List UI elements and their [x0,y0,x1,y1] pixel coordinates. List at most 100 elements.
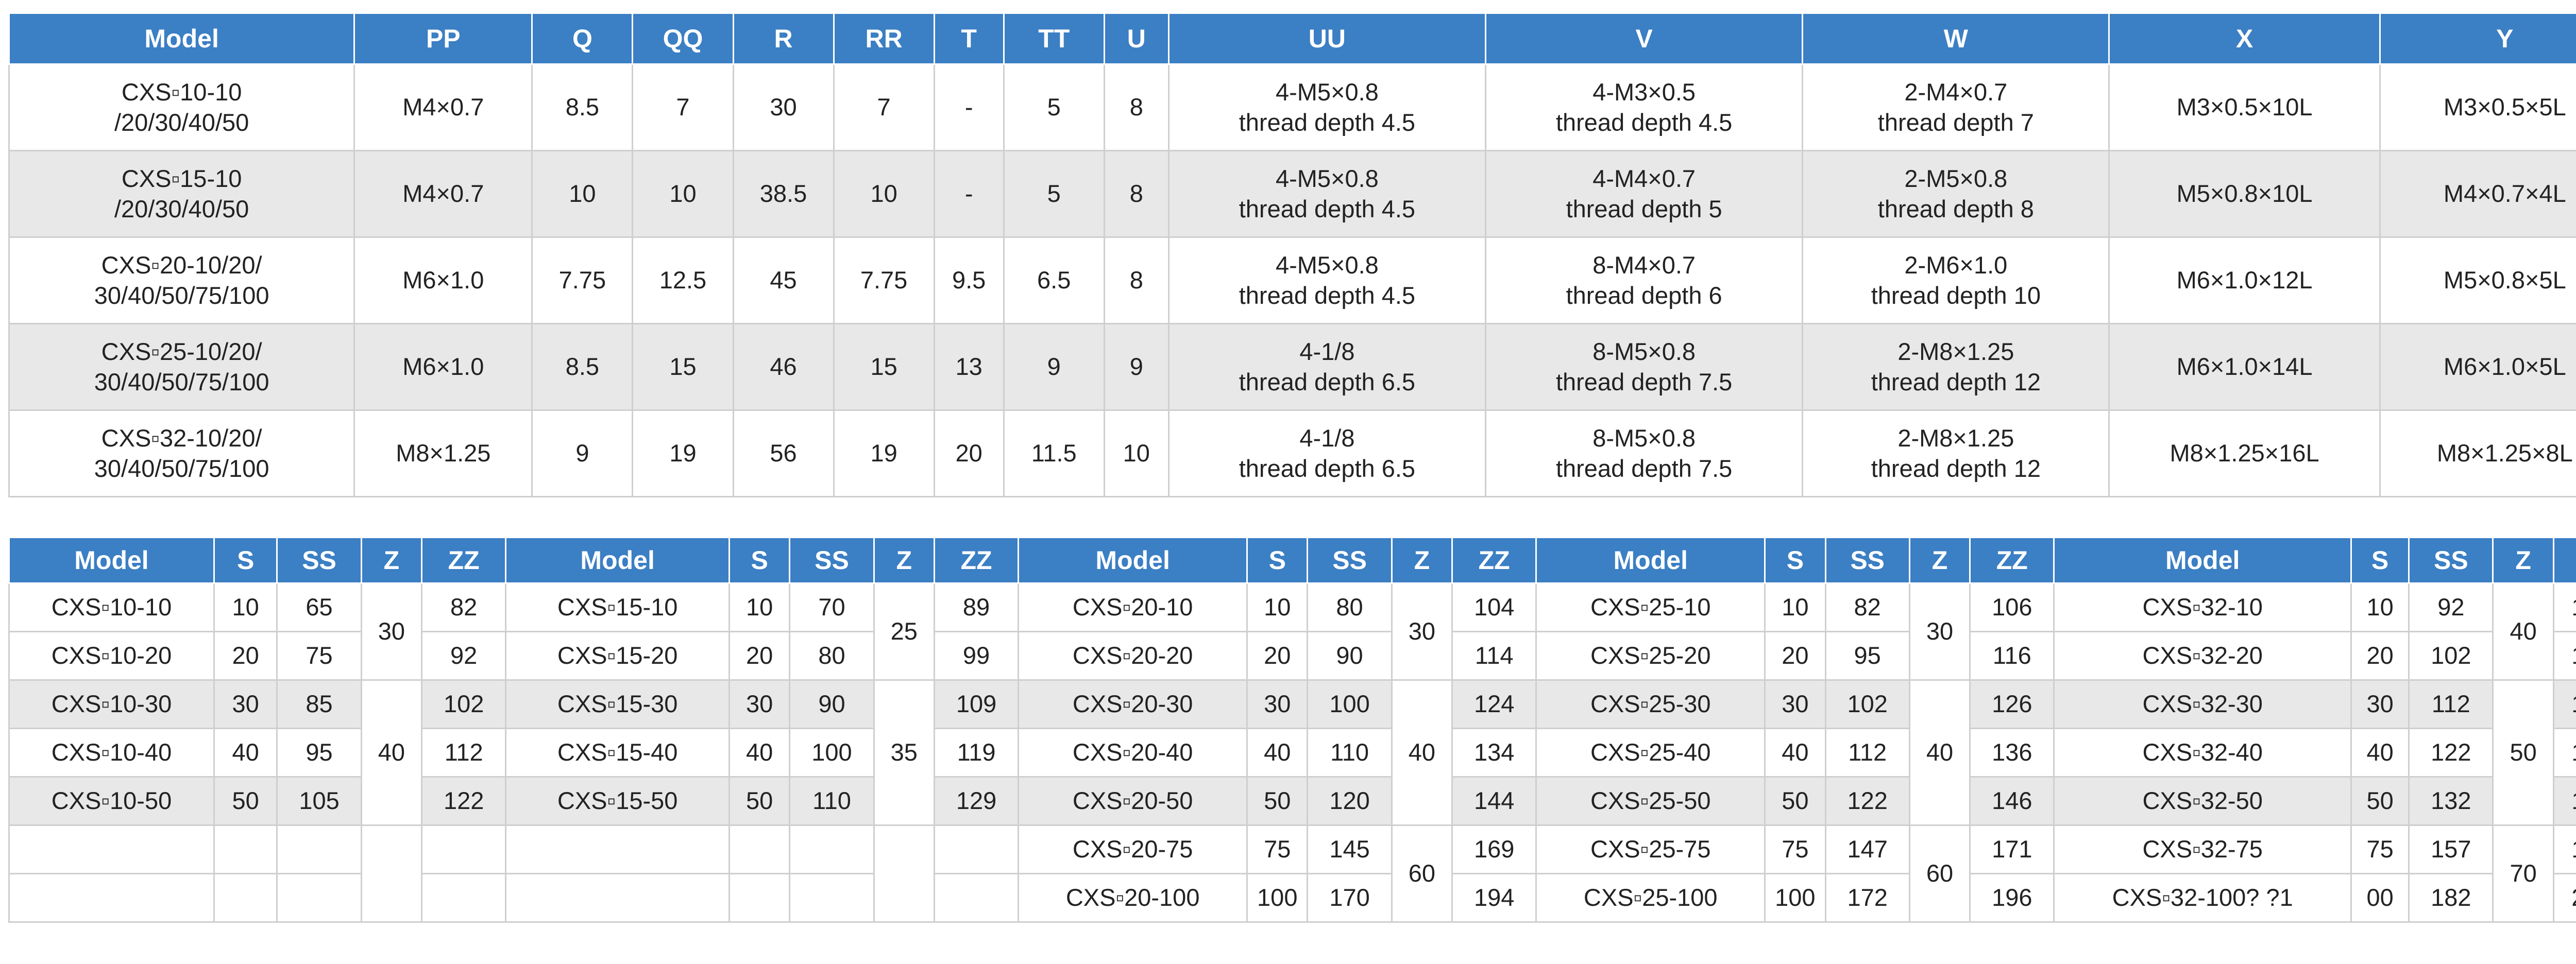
zz-cell: 187 [2552,824,2576,874]
uu-cell: 4-M5×0.8 thread depth 4.5 [1167,236,1487,324]
u-cell: 8 [1103,63,1170,151]
zz-cell: 152 [2552,728,2576,778]
model-cell: CXS▫32-10/20/30/40/50/75/100 [8,409,355,497]
ss-cell: 182 [2408,873,2494,923]
qq-cell: 7 [632,63,734,151]
r-cell: 56 [732,409,835,497]
y-cell: M6×1.0×5L [2379,323,2576,411]
tt-cell: 6.5 [1003,236,1105,324]
col-header-model: Model [8,537,215,584]
uu-cell: 4-M5×0.8 thread depth 4.5 [1167,150,1487,238]
model-cell: CXS▫15-40 [505,728,730,778]
zz-cell: 171 [1969,824,2055,874]
ss-cell: 147 [1824,824,1910,874]
s-cell [728,873,791,923]
zz-cell: 82 [421,582,507,632]
table-row: CXS▫15-10/20/30/40/50 M4×0.7 10 10 38.5 … [8,150,2576,238]
col-header-ss: SS [2408,537,2494,584]
ss-cell: 172 [1824,873,1910,923]
model-line: CXS▫32-10/20/ [101,424,262,452]
zz-cell: 104 [1451,582,1537,632]
ss-cell: 95 [1824,631,1910,681]
table-row: CXS▫32-10/20/30/40/50/75/100 M8×1.25 9 1… [8,409,2576,497]
z-cell: 30 [1908,582,1971,681]
model-cell [8,824,215,874]
uu-line: 4-M5×0.8 [1275,251,1379,279]
s-cell: 100 [1246,873,1309,923]
model-cell [8,873,215,923]
s-cell: 50 [2350,776,2410,826]
y-cell: M5×0.8×5L [2379,236,2576,324]
ss-cell [789,873,875,923]
s-cell: 40 [1764,728,1826,778]
model-cell: CXS▫10-50 [8,776,215,826]
w-line: 2-M4×0.7 [1904,78,2008,106]
model-line: 30/40/50/75/100 [94,281,269,309]
uu-line: thread depth 6.5 [1239,368,1416,395]
model-cell: CXS▫20-40 [1018,728,1248,778]
v-line: 4-M4×0.7 [1592,164,1696,192]
uu-line: 4-1/8 [1299,337,1355,365]
zz-cell: 142 [2552,679,2576,729]
v-line: thread depth 7.5 [1555,368,1733,395]
col-header-zz: ZZ [2552,537,2576,584]
v-cell: 8-M5×0.8 thread depth 7.5 [1485,409,1804,497]
v-cell: 4-M3×0.5 thread depth 4.5 [1485,63,1804,151]
model-cell: CXS▫20-30 [1018,679,1248,729]
t-cell: 13 [933,323,1005,411]
s-cell: 30 [728,679,791,729]
s-cell: 20 [2350,631,2410,681]
y-cell: M3×0.5×5L [2379,63,2576,151]
zz-cell: 126 [1969,679,2055,729]
s-cell: 20 [213,631,278,681]
q-cell: 10 [531,150,634,238]
table-row: CXS▫20-10/20/30/40/50/75/100 M6×1.0 7.75… [8,236,2576,324]
s-cell: 20 [1764,631,1826,681]
w-cell: 2-M5×0.8 thread depth 8 [1802,150,2110,238]
model-cell: CXS▫32-75 [2053,824,2352,874]
z-cell: 40 [360,679,423,826]
w-line: thread depth 12 [1871,368,2041,395]
header-row: Model PP Q QQ R RR T TT U UU V W X Y [8,12,2576,65]
model-line: CXS▫25-10/20/ [101,337,262,365]
pp-cell: M4×0.7 [353,150,533,238]
model-cell: CXS▫20-50 [1018,776,1248,826]
model-cell: CXS▫25-40 [1535,728,1766,778]
s-cell: 10 [1246,582,1309,632]
zz-cell: 122 [2552,582,2576,632]
model-cell: CXS▫25-30 [1535,679,1766,729]
ss-cell: 80 [1307,582,1393,632]
v-line: thread depth 4.5 [1555,108,1733,136]
ss-cell: 105 [276,776,362,826]
col-header-u: U [1103,12,1170,65]
tt-cell: 5 [1003,150,1105,238]
model-cell: CXS▫20-75 [1018,824,1248,874]
zz-cell: 136 [1969,728,2055,778]
uu-line: 4-1/8 [1299,424,1355,452]
ss-cell: 100 [789,728,875,778]
w-line: thread depth 8 [1877,195,2034,222]
z-cell: 70 [2492,824,2554,923]
table-row: CXS▫10-20 20 75 92 CXS▫15-20 20 80 99 CXS▫20-20 2… [8,631,2576,681]
model-line: CXS▫10-10 [121,78,242,106]
ss-cell: 65 [276,582,362,632]
model-line: /20/30/40/50 [114,195,249,222]
uu-line: 4-M5×0.8 [1275,78,1379,106]
col-header-tt: TT [1003,12,1105,65]
col-header-z: Z [1391,537,1453,584]
uu-line: 4-M5×0.8 [1275,164,1379,192]
col-header-zz: ZZ [1969,537,2055,584]
tt-cell: 9 [1003,323,1105,411]
s-cell: 30 [1246,679,1309,729]
w-cell: 2-M4×0.7 thread depth 7 [1802,63,2110,151]
zz-cell [421,824,507,874]
zz-cell: 92 [421,631,507,681]
zz-cell: 194 [1451,873,1537,923]
ss-cell: 110 [789,776,875,826]
model-cell: CXS▫32-100? ?1 [2053,873,2352,923]
uu-line: thread depth 4.5 [1239,281,1416,309]
zz-cell: 134 [1451,728,1537,778]
ss-cell: 80 [789,631,875,681]
rr-cell: 7.75 [833,236,935,324]
model-line: CXS▫15-10 [121,164,242,192]
